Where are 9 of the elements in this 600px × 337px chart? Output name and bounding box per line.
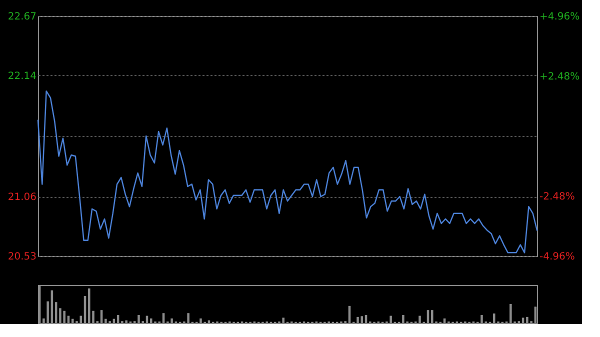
y2-tick-label: -4.96% xyxy=(540,252,575,262)
y-tick-label: 22.67 xyxy=(8,12,36,22)
y2-tick-label: +4.96% xyxy=(540,12,580,22)
line-series xyxy=(37,90,538,254)
y2-tick-label: +2.48% xyxy=(540,72,580,82)
y-tick-label: 21.06 xyxy=(8,192,36,204)
y2-tick-label: -2.48% xyxy=(540,192,575,202)
y-tick-label: 22.14 xyxy=(8,70,36,82)
y-tick-label: 20.53 xyxy=(8,252,36,262)
